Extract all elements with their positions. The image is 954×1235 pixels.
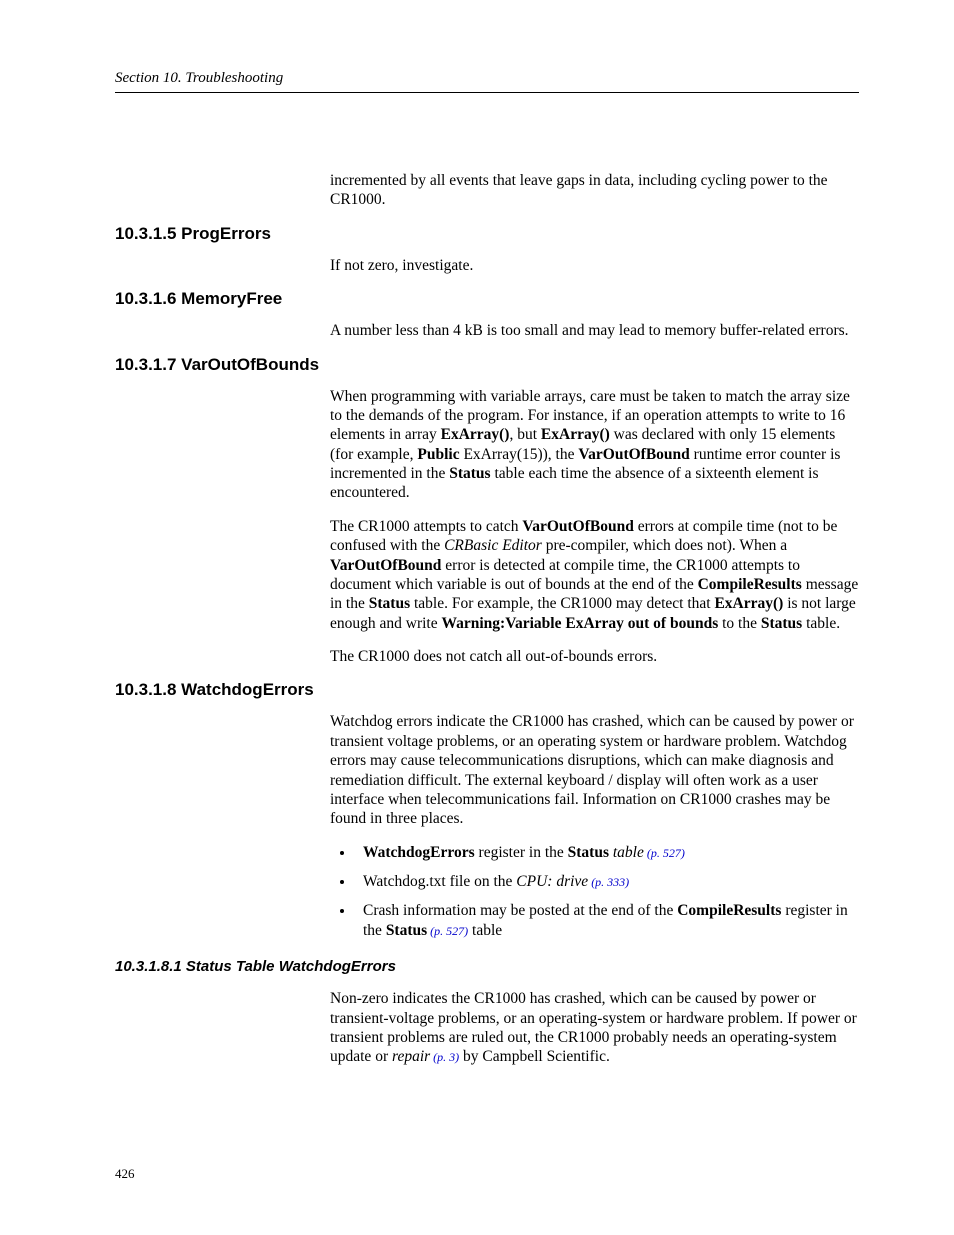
watchdog-sub-p1: Non-zero indicates the CR1000 has crashe…: [330, 989, 859, 1067]
heading-watchdogerrors: 10.3.1.8 WatchdogErrors: [115, 680, 859, 700]
bold-text: Warning:Variable ExArray out of bounds: [441, 615, 718, 632]
bold-text: Public: [417, 446, 459, 463]
bold-text: Status: [761, 615, 802, 632]
italic-text: CRBasic Editor: [444, 537, 542, 554]
list-item: Crash information may be posted at the e…: [355, 901, 859, 940]
heading-status-table-watchdog: 10.3.1.8.1 Status Table WatchdogErrors: [115, 958, 859, 975]
text: table. For example, the CR1000 may detec…: [410, 595, 714, 612]
running-header: Section 10. Troubleshooting: [115, 70, 859, 93]
list-item: WatchdogErrors register in the Status ta…: [355, 843, 859, 862]
bold-text: VarOutOfBound: [522, 518, 633, 535]
text: ExArray(15)), the: [460, 446, 579, 463]
watchdog-bullet-list: WatchdogErrors register in the Status ta…: [330, 843, 859, 941]
bold-text: ExArray(): [541, 426, 610, 443]
text: register in the: [475, 844, 568, 861]
watchdog-p1: Watchdog errors indicate the CR1000 has …: [330, 712, 859, 828]
text: table.: [802, 615, 840, 632]
page-ref-link[interactable]: (p. 527): [644, 846, 685, 860]
body-memoryfree: A number less than 4 kB is too small and…: [330, 321, 859, 340]
bold-text: VarOutOfBound: [330, 557, 441, 574]
text: to the: [718, 615, 761, 632]
varout-p3: The CR1000 does not catch all out-of-bou…: [330, 647, 859, 666]
varout-p1: When programming with variable arrays, c…: [330, 387, 859, 503]
page-ref-link[interactable]: (p. 333): [588, 875, 629, 889]
varout-p2: The CR1000 attempts to catch VarOutOfBou…: [330, 517, 859, 633]
bold-text: WatchdogErrors: [363, 844, 475, 861]
italic-text: repair: [392, 1048, 430, 1065]
page-ref-link[interactable]: (p. 527): [427, 924, 468, 938]
heading-progerrors: 10.3.1.5 ProgErrors: [115, 224, 859, 244]
body-progerrors: If not zero, investigate.: [330, 256, 859, 275]
bold-text: ExArray(): [714, 595, 783, 612]
page-ref-link[interactable]: (p. 3): [430, 1050, 459, 1064]
page-number: 426: [115, 1166, 135, 1182]
bold-text: CompileResults: [698, 576, 802, 593]
text: Watchdog.txt file on the: [363, 873, 516, 890]
text: by Campbell Scientific.: [459, 1048, 610, 1065]
text: Crash information may be posted at the e…: [363, 902, 677, 919]
bold-text: CompileResults: [677, 902, 781, 919]
text: , but: [509, 426, 540, 443]
bold-text: Status: [568, 844, 609, 861]
text: pre-compiler, which does not). When a: [542, 537, 787, 554]
text: The CR1000 attempts to catch: [330, 518, 522, 535]
list-item: Watchdog.txt file on the CPU: drive (p. …: [355, 872, 859, 891]
bold-text: Status: [369, 595, 410, 612]
italic-text: table: [613, 844, 644, 861]
bold-text: Status: [386, 922, 427, 939]
bold-text: ExArray(): [441, 426, 510, 443]
bold-text: Status: [449, 465, 490, 482]
italic-text: CPU: drive: [516, 873, 588, 890]
page-container: Section 10. Troubleshooting incremented …: [0, 0, 954, 1131]
heading-memoryfree: 10.3.1.6 MemoryFree: [115, 289, 859, 309]
heading-varoutofbounds: 10.3.1.7 VarOutOfBounds: [115, 355, 859, 375]
text: table: [468, 922, 502, 939]
bold-text: VarOutOfBound: [578, 446, 689, 463]
intro-paragraph: incremented by all events that leave gap…: [330, 171, 859, 210]
